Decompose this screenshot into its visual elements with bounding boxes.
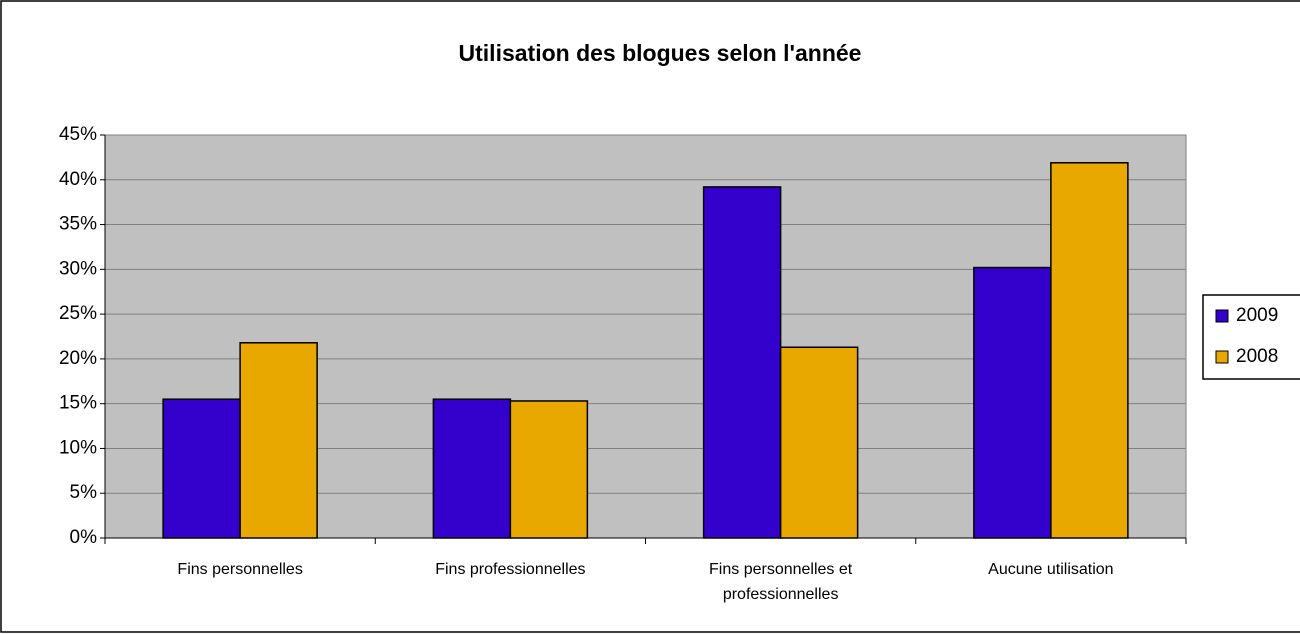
bar [779,346,859,539]
y-tick-label: 30% [59,258,97,279]
x-tick-label: Fins professionnelles [435,561,585,578]
x-tick-label: Fins personnelles [177,561,302,578]
y-tick-label: 25% [59,303,97,324]
y-tick-label: 5% [70,482,98,503]
legend-label: 2009 [1236,305,1278,326]
bar [162,398,241,539]
bar [432,398,512,539]
x-tick-label: Aucune utilisation [988,561,1113,578]
bar [509,400,589,539]
y-tick-label: 45% [59,124,97,145]
bar [973,266,1052,539]
x-tick-label: Fins personnelles et professionnelles [709,561,853,603]
legend-box [1202,294,1300,380]
y-tick-label: 0% [70,527,98,548]
legend-swatch [1215,309,1229,323]
y-tick-label: 10% [59,437,97,458]
chart-title: Utilisation des blogues selon l'année [459,40,862,66]
legend-swatch [1215,350,1229,364]
y-tick-label: 15% [59,393,97,414]
y-tick-label: 20% [59,348,97,369]
legend-label: 2008 [1236,346,1278,367]
bar [1050,162,1129,539]
y-tick-label: 35% [59,214,97,235]
bar [239,342,318,539]
y-tick-label: 40% [59,169,97,190]
bar [702,186,782,539]
